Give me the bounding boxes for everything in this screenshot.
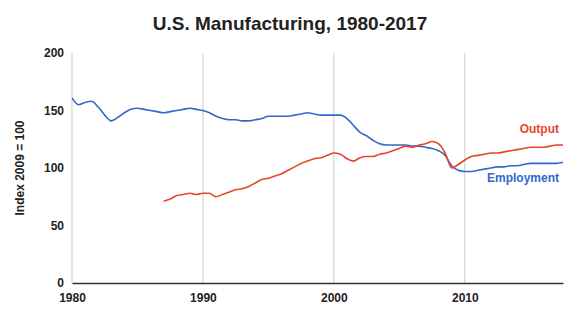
legend-label: Output — [520, 122, 559, 136]
y-tick: 50 — [51, 219, 72, 233]
y-tick: 0 — [57, 276, 72, 290]
y-tick-label: 150 — [44, 104, 64, 118]
legend-label: Employment — [487, 171, 559, 185]
y-tick: 100 — [44, 161, 72, 175]
x-tick: 2000 — [321, 283, 348, 305]
y-axis-line — [72, 54, 73, 284]
grid-line — [72, 53, 73, 283]
x-tick: 1990 — [190, 283, 217, 305]
y-tick-label: 50 — [51, 219, 65, 233]
x-grid — [72, 53, 465, 283]
x-tick-label: 2000 — [321, 291, 348, 305]
grid-line — [333, 53, 334, 283]
x-tick: 2010 — [452, 283, 479, 305]
y-tick: 200 — [44, 46, 72, 60]
x-tick-label: 1990 — [190, 291, 217, 305]
y-tick-label: 0 — [57, 276, 64, 290]
chart: U.S. Manufacturing, 1980-2017 Index 2009 … — [0, 0, 580, 319]
plot-area — [72, 98, 563, 202]
y-axis-title: Index 2009 = 100 — [13, 120, 27, 215]
x-axis: 1980 1990 2000 2010 — [59, 283, 563, 305]
line — [72, 98, 563, 172]
x-tick-label: 2010 — [452, 291, 479, 305]
grid-line — [464, 53, 465, 283]
legend: Employment Output — [487, 122, 559, 185]
title: U.S. Manufacturing, 1980-2017 — [153, 13, 428, 34]
x-tick-label: 1980 — [59, 291, 86, 305]
y-axis: 0 50 100 150 200 — [44, 46, 73, 290]
y-tick: 150 — [44, 104, 72, 118]
grid-line — [202, 53, 203, 283]
y-tick-label: 200 — [44, 46, 64, 60]
y-tick-label: 100 — [44, 161, 64, 175]
line — [164, 142, 563, 202]
x-axis-line — [73, 283, 564, 285]
